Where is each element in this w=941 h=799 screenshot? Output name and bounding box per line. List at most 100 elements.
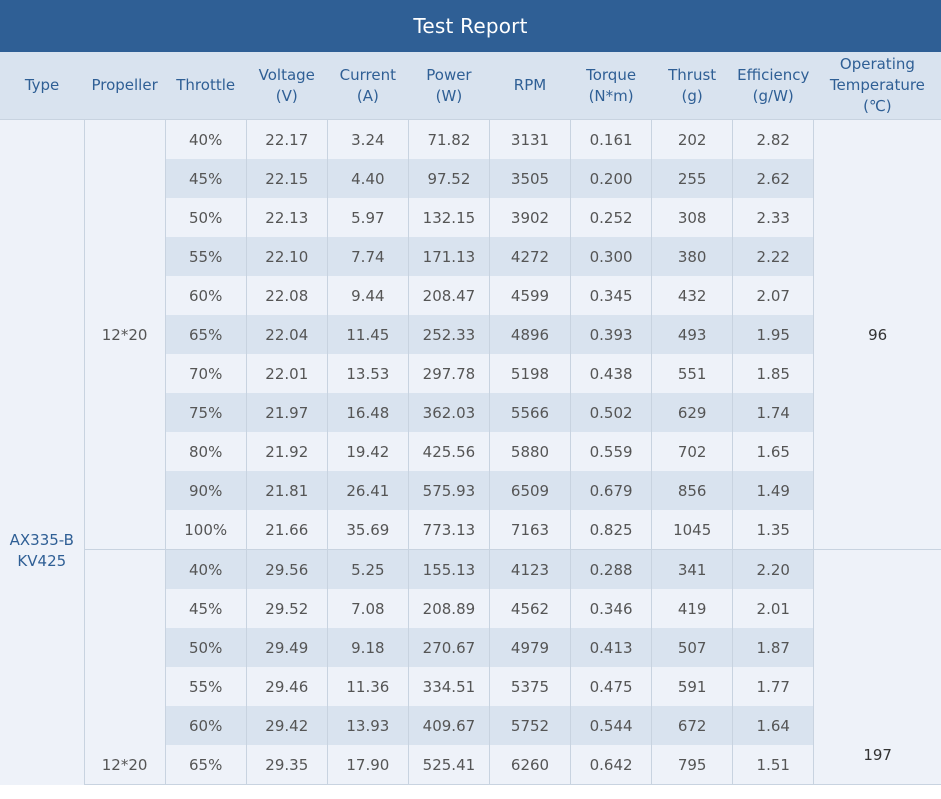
current-value: 11.45	[327, 315, 409, 354]
report-title-bar: Test Report	[0, 0, 941, 52]
torque-value: 0.252	[570, 198, 653, 237]
propeller-cell: 12*20	[84, 119, 166, 550]
throttle-value: 50%	[165, 198, 247, 237]
column-header-torque: Torque (N*m)	[570, 52, 652, 120]
throttle-value: 100%	[165, 510, 247, 550]
motor-type-text: AX335-B	[9, 531, 74, 549]
efficiency-value: 2.22	[732, 237, 815, 276]
table-row: 60% 22.08 9.44 208.47 4599 0.345 432 2.07	[0, 276, 941, 315]
column-header-thrust: Thrust (g)	[651, 52, 733, 120]
throttle-value: 75%	[165, 393, 247, 432]
current-value: 16.48	[327, 393, 409, 432]
column-header-text: Power	[426, 65, 472, 84]
rpm-value: 4123	[489, 549, 572, 589]
power-value: 297.78	[408, 354, 490, 393]
current-value: 7.08	[327, 589, 409, 628]
efficiency-value: 1.77	[732, 667, 815, 706]
rpm-value: 6260	[489, 745, 572, 785]
throttle-value: 65%	[165, 315, 247, 354]
current-value: 13.53	[327, 354, 409, 393]
throttle-value: 45%	[165, 589, 247, 628]
column-header-text: (N*m)	[588, 86, 634, 105]
power-value: 97.52	[408, 159, 490, 198]
voltage-value: 29.35	[246, 745, 328, 785]
torque-value: 0.679	[570, 471, 653, 510]
rpm-value: 4272	[489, 237, 572, 276]
column-header-text: Torque	[586, 65, 637, 84]
operating-temperature-value: 96	[868, 325, 888, 344]
thrust-value: 672	[651, 706, 734, 745]
power-value: 773.13	[408, 510, 490, 550]
column-header-rpm: RPM	[489, 52, 571, 120]
power-value: 208.89	[408, 589, 490, 628]
column-header-throttle: Throttle	[165, 52, 247, 120]
power-value: 409.67	[408, 706, 490, 745]
column-header-type: Type	[0, 52, 85, 120]
voltage-value: 22.04	[246, 315, 328, 354]
power-value: 252.33	[408, 315, 490, 354]
propeller-cell: 12*20	[84, 549, 166, 785]
voltage-value: 29.46	[246, 667, 328, 706]
table-row: 50% 22.13 5.97 132.15 3902 0.252 308 2.33	[0, 198, 941, 237]
throttle-value: 40%	[165, 549, 247, 589]
table-body: AX335-B KV425 12*20 40% 22.17 3.24 71.82 3131 0.…	[0, 119, 941, 785]
thrust-value: 591	[651, 667, 734, 706]
current-value: 35.69	[327, 510, 409, 550]
thrust-value: 493	[651, 315, 734, 354]
throttle-value: 90%	[165, 471, 247, 510]
thrust-value: 856	[651, 471, 734, 510]
efficiency-value: 2.01	[732, 589, 815, 628]
throttle-value: 40%	[165, 119, 247, 159]
voltage-value: 21.81	[246, 471, 328, 510]
table-row: 55% 29.46 11.36 334.51 5375 0.475 591 1.77	[0, 667, 941, 706]
voltage-value: 22.13	[246, 198, 328, 237]
torque-value: 0.288	[570, 549, 653, 589]
torque-value: 0.300	[570, 237, 653, 276]
throttle-value: 65%	[165, 745, 247, 785]
voltage-value: 29.42	[246, 706, 328, 745]
torque-value: 0.413	[570, 628, 653, 667]
torque-value: 0.438	[570, 354, 653, 393]
voltage-value: 22.01	[246, 354, 328, 393]
torque-value: 0.559	[570, 432, 653, 471]
current-value: 5.97	[327, 198, 409, 237]
thrust-value: 202	[651, 119, 734, 159]
torque-value: 0.475	[570, 667, 653, 706]
column-header-text: (g)	[681, 86, 703, 105]
table-row: 60% 29.42 13.93 409.67 5752 0.544 672 1.64	[0, 706, 941, 745]
torque-value: 0.393	[570, 315, 653, 354]
column-header-voltage: Voltage (V)	[246, 52, 328, 120]
operating-temperature-cell: 197	[813, 549, 941, 785]
propeller-value: 12*20	[101, 756, 148, 774]
efficiency-value: 1.74	[732, 393, 815, 432]
operating-temperature-value: 197	[863, 746, 892, 764]
throttle-value: 60%	[165, 276, 247, 315]
voltage-value: 22.08	[246, 276, 328, 315]
throttle-value: 70%	[165, 354, 247, 393]
table-row: 70% 22.01 13.53 297.78 5198 0.438 551 1.85	[0, 354, 941, 393]
thrust-value: 795	[651, 745, 734, 785]
current-value: 19.42	[327, 432, 409, 471]
column-header-current: Current (A)	[327, 52, 409, 120]
column-header-text: (℃)	[863, 97, 892, 115]
thrust-value: 308	[651, 198, 734, 237]
motor-type-cell: AX335-B KV425	[0, 119, 85, 785]
table-row: 50% 29.49 9.18 270.67 4979 0.413 507 1.87	[0, 628, 941, 667]
efficiency-value: 1.35	[732, 510, 815, 550]
current-value: 17.90	[327, 745, 409, 785]
rpm-value: 3131	[489, 119, 572, 159]
efficiency-value: 1.65	[732, 432, 815, 471]
rpm-value: 3902	[489, 198, 572, 237]
voltage-value: 21.66	[246, 510, 328, 550]
throttle-value: 55%	[165, 667, 247, 706]
efficiency-value: 2.20	[732, 549, 815, 589]
efficiency-value: 2.62	[732, 159, 815, 198]
column-header-efficiency: Efficiency (g/W)	[732, 52, 814, 120]
test-report-table: Type Propeller Throttle Voltage (V) Current (A…	[0, 52, 941, 785]
column-header-text: (W)	[435, 86, 463, 105]
throttle-value: 60%	[165, 706, 247, 745]
throttle-value: 50%	[165, 628, 247, 667]
column-header-temperature: Operating Temperature (℃)	[813, 52, 941, 120]
current-value: 3.24	[327, 119, 409, 159]
torque-value: 0.200	[570, 159, 653, 198]
